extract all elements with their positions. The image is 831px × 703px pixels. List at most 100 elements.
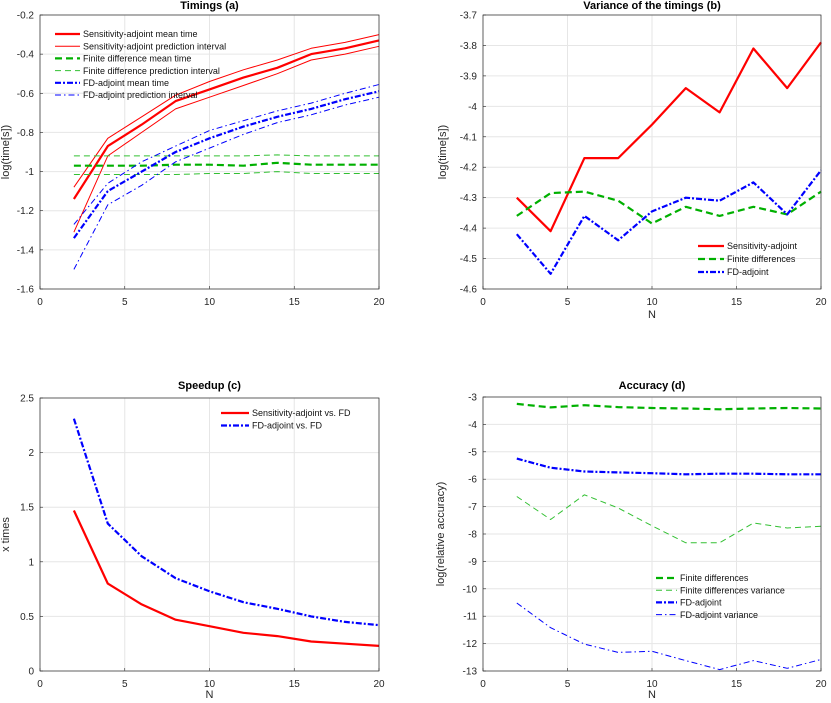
y-tick-label: -13 [463, 667, 478, 678]
y-tick-label: 2.5 [20, 394, 34, 405]
y-tick-label: 1 [28, 557, 34, 568]
subplot-3: 0 5 10 15 20 -13 -12 -11 -10 -9 -8 -7 -6 -5 -4 -3 Accura… [435, 380, 827, 701]
y-tick-label: -6 [468, 475, 477, 486]
y-tick-label: -7 [468, 502, 477, 513]
x-tick-label: 0 [480, 297, 486, 308]
y-tick-label: -4.4 [460, 224, 478, 235]
y-tick-label: -3.8 [460, 41, 478, 52]
y-tick-label: -0.2 [17, 11, 35, 22]
legend-entry: Finite difference prediction interval [83, 66, 220, 76]
series-line-7 [73, 84, 380, 225]
series-line-0 [72, 39, 380, 200]
y-tick-label: -1 [25, 167, 34, 178]
y-tick-label: 0.5 [20, 612, 34, 623]
legend-entry: Finite differences [727, 254, 796, 264]
subplot-1: 0 5 10 15 20 -4.6 -4.5 -4.4 -4.3 -4.2 -4.1 -4 -3.9 -3… [437, 0, 827, 321]
legend-entry: FD-adjoint vs. FD [252, 421, 323, 431]
axes-box [39, 14, 380, 290]
x-tick-label: 0 [37, 297, 43, 308]
y-tick-label: 0 [28, 667, 34, 678]
series-line-1 [73, 34, 380, 188]
legend-entry: FD-adjoint [727, 267, 769, 277]
x-tick-label: 5 [122, 679, 128, 690]
x-axis-label: N [648, 309, 656, 321]
y-tick-label: -9 [468, 557, 477, 568]
legend: Sensitivity-adjoint Finite differences FD-… [698, 241, 798, 277]
x-tick-label: 10 [204, 297, 216, 308]
legend-entry: FD-adjoint mean time [83, 78, 169, 88]
y-tick-label: -1.2 [17, 206, 35, 217]
y-tick-label: -4 [468, 420, 477, 431]
series-line-1 [516, 494, 822, 544]
series-line-0 [516, 41, 822, 233]
legend: Sensitivity-adjoint vs. FD FD-adjoint vs.… [221, 408, 351, 431]
series-line-2 [515, 169, 822, 275]
x-tick-label: 20 [815, 679, 827, 690]
series-line-5 [73, 171, 379, 175]
axes-box [482, 396, 822, 672]
y-tick-label: -5 [468, 447, 477, 458]
x-tick-label: 10 [646, 297, 658, 308]
x-axis-label: N [206, 689, 214, 701]
x-tick-label: 15 [731, 297, 743, 308]
x-tick-label: 5 [122, 297, 128, 308]
legend-entry: FD-adjoint variance [680, 610, 758, 620]
chart-title: Accuracy (d) [619, 380, 686, 392]
series-line-0 [72, 510, 380, 647]
subplot-2: 0 5 10 15 20 0 0.5 1 1.5 2 2.5 Speedup (c) Nx times S… [0, 380, 385, 701]
legend-entry: Sensitivity-adjoint mean time [83, 29, 198, 39]
y-tick-label: -4.6 [460, 285, 478, 296]
series-line-2 [73, 45, 380, 233]
y-axis-label: x times [0, 517, 12, 552]
x-axis-label: N [648, 689, 656, 701]
y-tick-label: -1.4 [17, 245, 35, 256]
series-line-6 [73, 90, 380, 239]
y-tick-label: -11 [463, 612, 477, 623]
series-line-4 [73, 154, 379, 157]
x-tick-label: 15 [731, 679, 743, 690]
y-tick-label: 2 [28, 448, 34, 459]
legend-entry: Finite difference mean time [83, 54, 191, 64]
series-line-1 [72, 418, 380, 627]
legend-entry: Sensitivity-adjoint vs. FD [252, 408, 351, 418]
y-tick-label: -0.4 [17, 50, 35, 61]
x-tick-label: 0 [480, 679, 486, 690]
y-tick-label: -0.6 [17, 89, 35, 100]
legend-entry: Finite differences [680, 573, 749, 583]
legend: Finite differences Finite differences var… [656, 573, 785, 620]
axes-box [39, 397, 380, 672]
series-line-2 [516, 457, 821, 476]
y-tick-label: -10 [463, 584, 478, 595]
y-tick-label: -4.5 [460, 254, 478, 265]
y-tick-label: -3.9 [460, 71, 478, 82]
legend-entry: FD-adjoint [680, 598, 722, 608]
series-line-3 [73, 161, 379, 167]
y-tick-label: -12 [463, 639, 478, 650]
legend-entry: Sensitivity-adjoint [727, 241, 798, 251]
series-line-0 [516, 402, 822, 411]
legend-entry: FD-adjoint prediction interval [83, 90, 198, 100]
x-tick-label: 5 [565, 679, 571, 690]
subplot-0: 0 5 10 15 20 -1.6 -1.4 -1.2 -1 -0.8 -0.6 -0.4 -0.2 Ti… [0, 0, 385, 308]
x-tick-label: 0 [37, 679, 43, 690]
x-tick-label: 20 [373, 297, 385, 308]
y-tick-label: 1.5 [20, 503, 34, 514]
y-axis-label: log(time[s]) [0, 125, 12, 179]
x-tick-label: 5 [565, 297, 571, 308]
y-tick-label: -4.2 [460, 163, 478, 174]
y-tick-label: -4.1 [460, 132, 478, 143]
x-tick-label: 15 [289, 297, 301, 308]
chart-title: Speedup (c) [178, 380, 241, 392]
y-tick-label: -3.7 [460, 11, 478, 22]
chart-title: Timings (a) [180, 0, 239, 12]
axes-box [482, 14, 822, 290]
x-tick-label: 15 [289, 679, 301, 690]
series-line-3 [516, 602, 822, 671]
legend-entry: Sensitivity-adjoint prediction interval [83, 41, 226, 51]
x-tick-label: 10 [204, 679, 216, 690]
y-axis-label: log(time[s]) [437, 125, 449, 179]
x-tick-label: 20 [373, 679, 385, 690]
y-tick-label: -8 [468, 530, 477, 541]
y-tick-label: -4.3 [460, 193, 478, 204]
